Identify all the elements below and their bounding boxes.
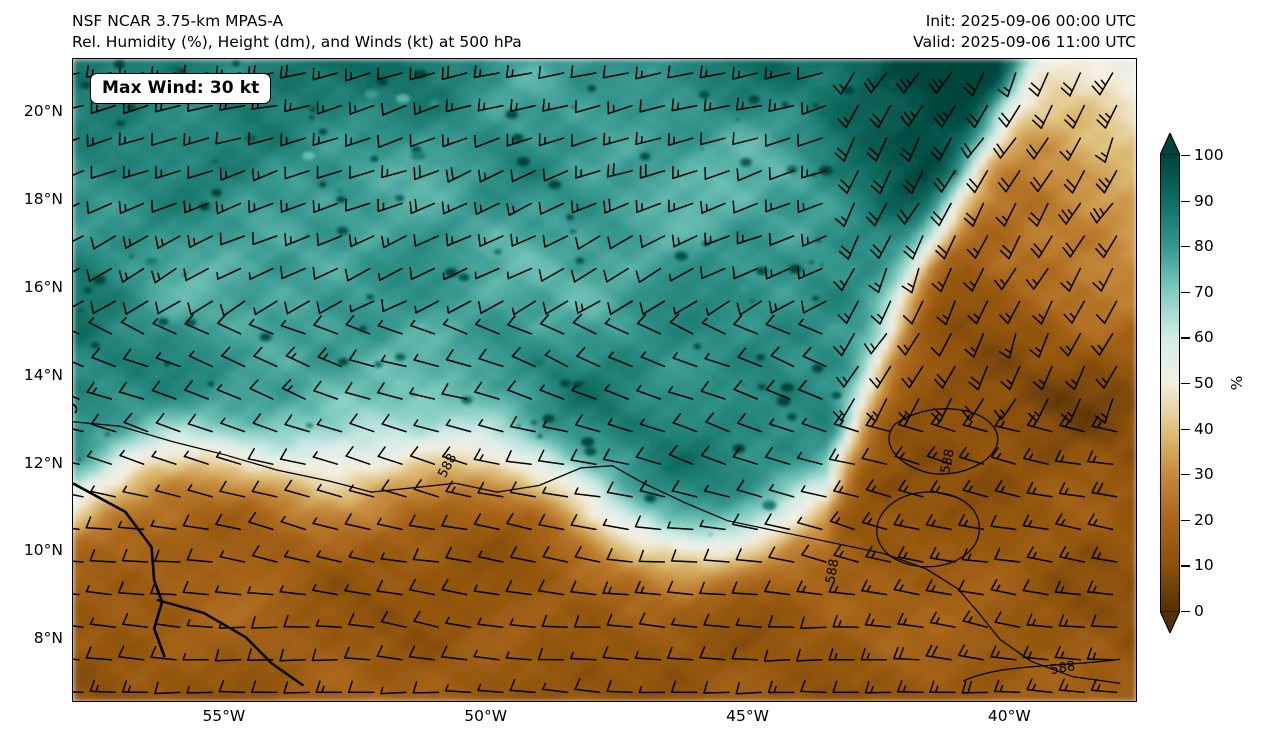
lat-tick-label: 18°N: [23, 189, 63, 208]
colorbar-tick: [1181, 519, 1190, 522]
colorbar-tick-label: 70: [1194, 282, 1214, 301]
colorbar: [1160, 133, 1180, 633]
valid-time-line: Valid: 2025-09-06 11:00 UTC: [913, 33, 1136, 51]
init-time-line: Init: 2025-09-06 00:00 UTC: [925, 12, 1136, 30]
colorbar-tick: [1181, 611, 1190, 613]
overlay-layer: 588 588 588 588: [73, 64, 1121, 695]
colorbar-tick-label: 50: [1194, 374, 1214, 392]
header-time-info: Init: 2025-09-06 00:00 UTC Valid: 2025-0…: [913, 11, 1136, 53]
lon-tick-label: 45°W: [726, 707, 769, 725]
colorbar-tick: [1181, 291, 1190, 294]
colorbar-gradient: [1160, 155, 1180, 611]
colorbar-tick: [1181, 246, 1190, 248]
contour-label: 588: [1049, 659, 1076, 678]
contour-label: 588: [435, 451, 460, 480]
lat-tick-label: 12°N: [23, 453, 63, 472]
colorbar-tick: [1181, 474, 1190, 476]
colorbar-extend-bottom-arrow: [1160, 611, 1180, 633]
colorbar-tick: [1181, 383, 1190, 385]
contour-label: 588: [938, 448, 958, 475]
colorbar-tick: [1181, 337, 1190, 339]
lat-tick-label: 16°N: [23, 277, 63, 296]
colorbar-tick-label: 20: [1194, 510, 1214, 529]
lat-tick-label: 10°N: [23, 541, 63, 560]
max-wind-annotation: Max Wind: 30 kt: [90, 73, 272, 104]
model-name-line: NSF NCAR 3.75-km MPAS-A: [72, 12, 284, 30]
colorbar-tick-label: 100: [1194, 146, 1224, 164]
field-description-line: Rel. Humidity (%), Height (dm), and Wind…: [72, 33, 522, 51]
colorbar-tick-label: 30: [1194, 465, 1214, 484]
relative-humidity-raster: [73, 59, 1136, 701]
lon-tick-label: 40°W: [987, 707, 1031, 725]
lat-tick-label: 20°N: [23, 101, 63, 120]
contour-label: 588: [823, 558, 842, 585]
lon-tick-label: 55°W: [202, 707, 246, 725]
colorbar-tick-label: 90: [1194, 191, 1214, 210]
lat-tick-label: 8°N: [33, 629, 63, 648]
colorbar-extend-top-arrow: [1160, 133, 1180, 155]
map-plot-area: 588 588 588 588: [72, 58, 1137, 702]
colorbar-tick-label: 80: [1194, 237, 1214, 256]
colorbar-tick-label: 0: [1194, 602, 1204, 620]
colorbar-unit-label: %: [1228, 375, 1246, 391]
colorbar-tick-label: 40: [1194, 419, 1214, 438]
colorbar-tick: [1181, 565, 1190, 567]
colorbar-tick: [1181, 200, 1190, 202]
lon-tick-label: 50°W: [464, 707, 508, 725]
colorbar-tick-label: 10: [1194, 556, 1214, 575]
colorbar-tick: [1181, 428, 1190, 430]
colorbar-tick-label: 60: [1194, 328, 1214, 347]
lat-tick-label: 14°N: [23, 365, 63, 384]
header-model-info: NSF NCAR 3.75-km MPAS-A Rel. Humidity (%…: [72, 11, 522, 53]
colorbar-tick: [1181, 155, 1190, 157]
